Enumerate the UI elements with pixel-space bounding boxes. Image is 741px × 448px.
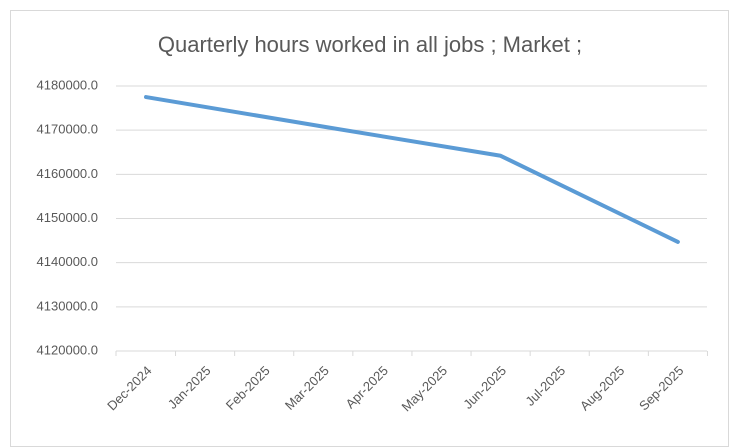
chart-border — [10, 10, 729, 447]
line — [144, 95, 680, 244]
y-tick-label: 4150000.0 — [37, 210, 98, 225]
chart-title: Quarterly hours worked in all jobs ; Mar… — [158, 32, 582, 57]
y-tick-label: 4120000.0 — [37, 342, 98, 357]
y-tick-label: 4160000.0 — [37, 166, 98, 181]
y-tick-label: 4180000.0 — [37, 77, 98, 92]
y-tick-label: 4130000.0 — [37, 298, 98, 313]
y-tick-label: 4140000.0 — [37, 254, 98, 269]
y-tick-label: 4170000.0 — [37, 122, 98, 137]
